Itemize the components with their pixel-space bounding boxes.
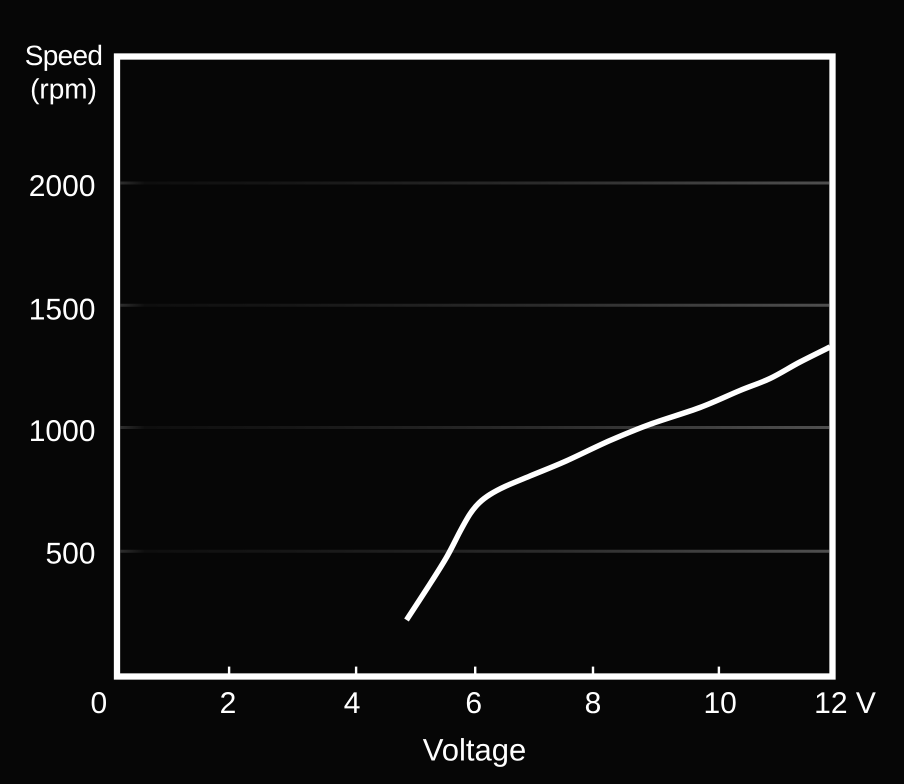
svg-text:2: 2 <box>220 687 237 720</box>
svg-text:500: 500 <box>45 537 95 570</box>
svg-text:4: 4 <box>344 687 361 720</box>
svg-text:(rpm): (rpm) <box>30 74 97 105</box>
svg-text:Voltage: Voltage <box>423 732 526 767</box>
svg-text:Speed: Speed <box>25 40 102 71</box>
svg-text:1500: 1500 <box>29 293 96 326</box>
svg-text:2000: 2000 <box>29 170 96 203</box>
svg-text:12 V: 12 V <box>814 687 876 720</box>
svg-text:10: 10 <box>704 687 737 720</box>
svg-text:8: 8 <box>585 687 602 720</box>
svg-text:1000: 1000 <box>29 415 96 448</box>
svg-text:6: 6 <box>465 687 482 720</box>
svg-text:0: 0 <box>91 687 108 720</box>
